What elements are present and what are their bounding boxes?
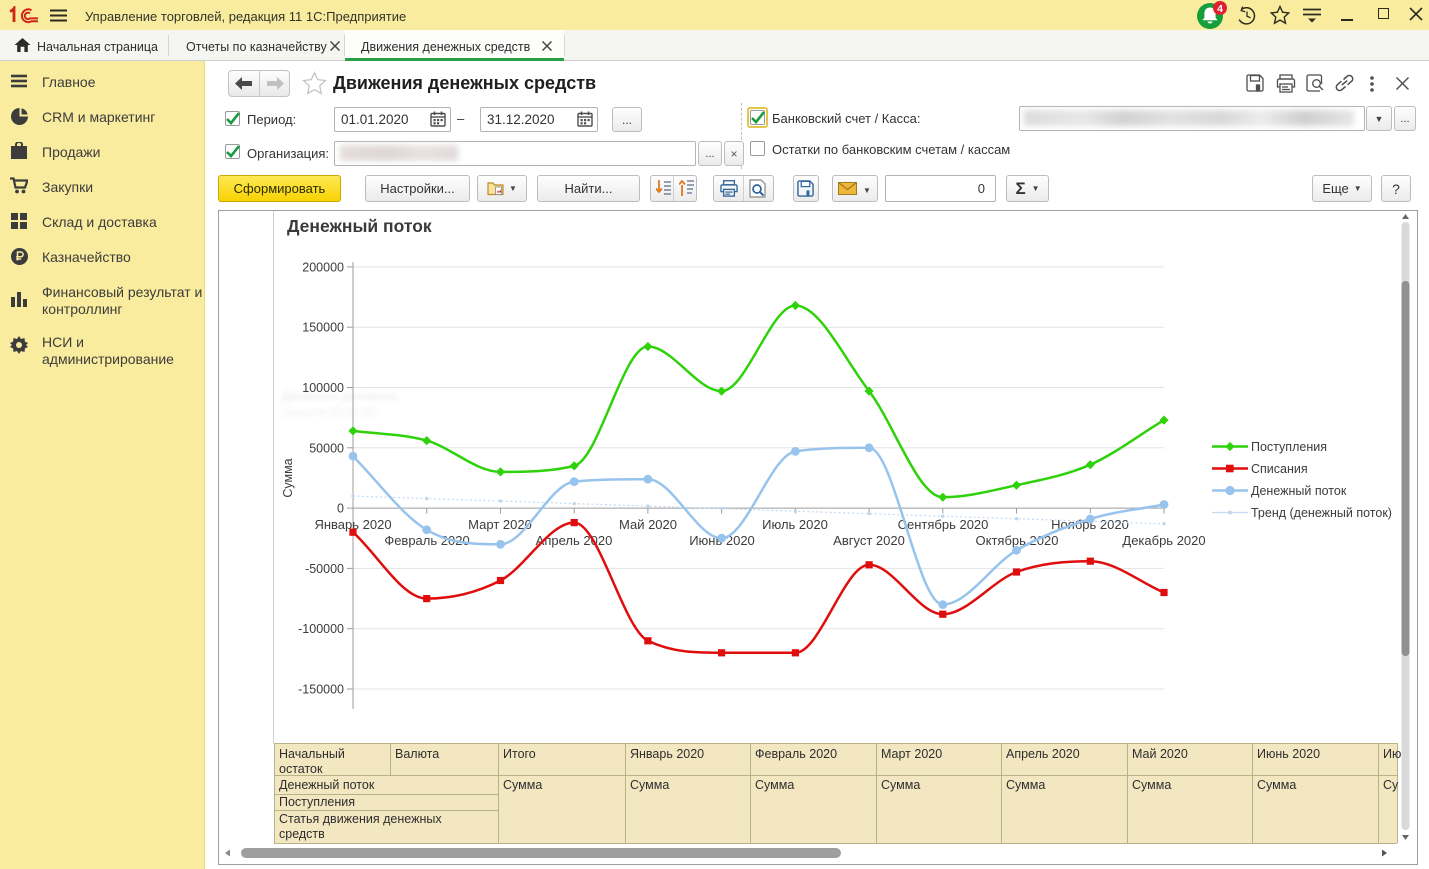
svg-text:Февраль 2020: Февраль 2020 bbox=[384, 533, 469, 548]
svg-text:150000: 150000 bbox=[302, 321, 344, 335]
svg-text:Ноябрь 2020: Ноябрь 2020 bbox=[1051, 517, 1129, 532]
svg-text:0: 0 bbox=[337, 502, 344, 516]
svg-text:4: 4 bbox=[1217, 3, 1223, 15]
svg-text:-150000: -150000 bbox=[298, 683, 344, 697]
svg-text:Июль 2020: Июль 2020 bbox=[762, 517, 828, 532]
svg-text:Январь 2020: Январь 2020 bbox=[314, 517, 391, 532]
svg-text:Апрель 2020: Апрель 2020 bbox=[536, 533, 613, 548]
svg-text:Май 2020: Май 2020 bbox=[619, 517, 677, 532]
svg-text:100000: 100000 bbox=[302, 381, 344, 395]
svg-text:50000: 50000 bbox=[309, 441, 344, 455]
svg-text:Декабрь 2020: Декабрь 2020 bbox=[1122, 533, 1205, 548]
svg-text:Сентябрь 2020: Сентябрь 2020 bbox=[898, 517, 989, 532]
svg-text:Тренд (денежный поток): Тренд (денежный поток) bbox=[1251, 506, 1392, 520]
svg-text:средств 03.01.00: средств 03.01.00 bbox=[282, 405, 376, 419]
svg-text:-50000: -50000 bbox=[305, 562, 344, 576]
svg-text:Списания: Списания bbox=[1251, 462, 1308, 476]
svg-text:Сумма: Сумма bbox=[281, 458, 295, 497]
svg-text:Денежный поток: Денежный поток bbox=[1251, 484, 1347, 498]
svg-text:200000: 200000 bbox=[302, 260, 344, 274]
svg-text:Март 2020: Март 2020 bbox=[468, 517, 532, 532]
svg-text:Поступления: Поступления bbox=[1251, 440, 1327, 454]
svg-text:Движения денежных: Движения денежных bbox=[282, 389, 397, 403]
svg-text:Октябрь 2020: Октябрь 2020 bbox=[976, 533, 1059, 548]
svg-text:Август 2020: Август 2020 bbox=[833, 533, 905, 548]
svg-text:-100000: -100000 bbox=[298, 622, 344, 636]
